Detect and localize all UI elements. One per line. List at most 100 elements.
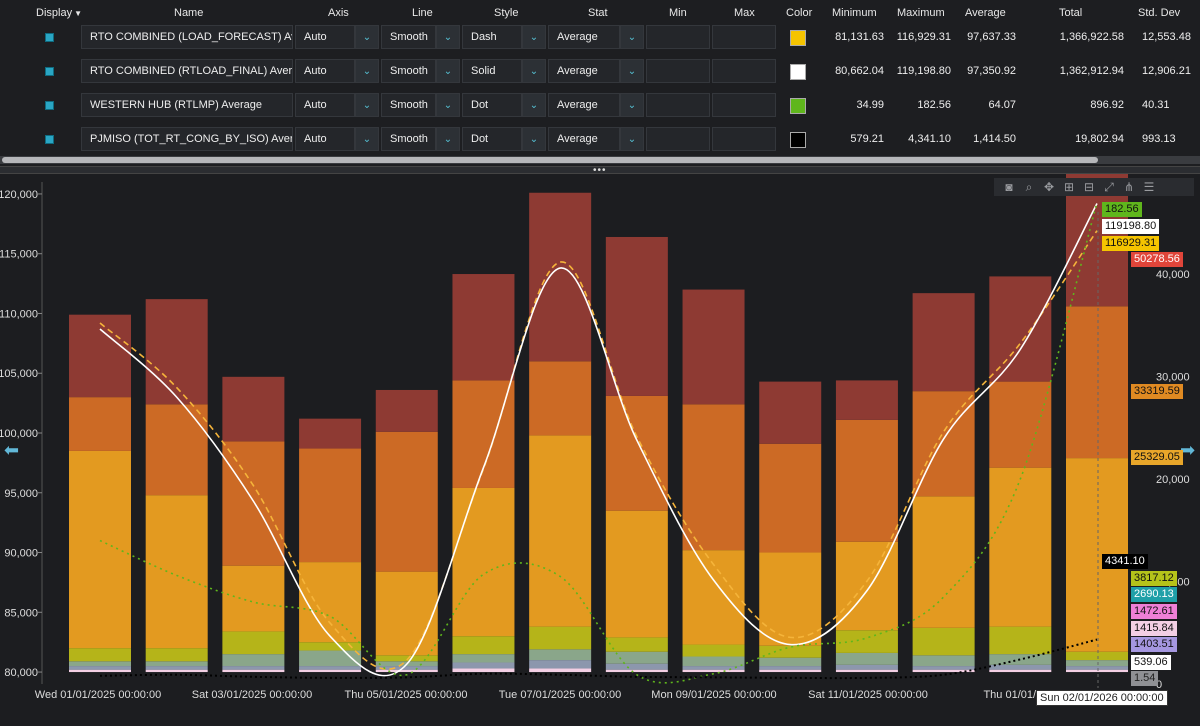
max-input[interactable] bbox=[712, 25, 776, 49]
bar-segment[interactable] bbox=[759, 552, 822, 646]
bar-stack[interactable] bbox=[1066, 174, 1128, 673]
bar-segment[interactable] bbox=[222, 666, 285, 670]
header-display[interactable]: Display ▼ bbox=[36, 7, 82, 19]
header-line[interactable]: Line bbox=[412, 7, 433, 19]
zoom-out-icon[interactable]: ⊟ bbox=[1083, 180, 1095, 194]
bar-segment[interactable] bbox=[989, 467, 1052, 627]
bar-segment[interactable] bbox=[835, 630, 898, 653]
bar-segment[interactable] bbox=[145, 666, 208, 670]
chevron-down-icon[interactable]: ⌄ bbox=[620, 59, 644, 83]
chevron-down-icon[interactable]: ⌄ bbox=[522, 59, 546, 83]
chevron-down-icon[interactable]: ⌄ bbox=[355, 93, 379, 117]
scroll-left-arrow-icon[interactable]: ⬅ bbox=[4, 440, 20, 460]
min-input[interactable] bbox=[646, 25, 710, 49]
bar-segment[interactable] bbox=[682, 669, 745, 673]
chevron-down-icon[interactable]: ⌄ bbox=[522, 127, 546, 151]
bar-segment[interactable] bbox=[452, 668, 515, 673]
bar-segment[interactable] bbox=[69, 314, 131, 398]
bar-segment[interactable] bbox=[69, 669, 131, 673]
bar-segment[interactable] bbox=[682, 289, 745, 405]
bar-segment[interactable] bbox=[299, 666, 362, 670]
bar-segment[interactable] bbox=[1066, 669, 1128, 673]
bar-segment[interactable] bbox=[145, 404, 208, 496]
bar-segment[interactable] bbox=[605, 663, 668, 670]
stat-select[interactable]: Average bbox=[548, 127, 620, 151]
min-input[interactable] bbox=[646, 59, 710, 83]
bar-segment[interactable] bbox=[299, 448, 362, 563]
bar-segment[interactable] bbox=[222, 565, 285, 632]
chevron-down-icon[interactable]: ⌄ bbox=[620, 25, 644, 49]
style-select[interactable]: Dot bbox=[462, 93, 522, 117]
line-select[interactable]: Smooth bbox=[381, 25, 436, 49]
bar-segment[interactable] bbox=[375, 655, 438, 662]
bar-segment[interactable] bbox=[145, 661, 208, 667]
chevron-down-icon[interactable]: ⌄ bbox=[620, 93, 644, 117]
scrollbar-thumb[interactable] bbox=[2, 157, 1098, 163]
color-swatch[interactable] bbox=[790, 30, 806, 46]
header-stat[interactable]: Stat bbox=[588, 7, 608, 19]
bar-segment[interactable] bbox=[452, 662, 515, 669]
bar-segment[interactable] bbox=[759, 657, 822, 667]
bar-segment[interactable] bbox=[69, 397, 131, 451]
style-select[interactable]: Solid bbox=[462, 59, 522, 83]
bar-stack[interactable] bbox=[835, 380, 898, 673]
axis-select[interactable]: Auto bbox=[295, 25, 355, 49]
display-checkbox[interactable] bbox=[45, 135, 54, 144]
bar-segment[interactable] bbox=[1066, 306, 1128, 459]
series-name-field[interactable]: PJMISO (TOT_RT_CONG_BY_ISO) Average bbox=[81, 127, 293, 151]
bar-stack[interactable] bbox=[759, 381, 822, 673]
bar-stack[interactable] bbox=[529, 192, 592, 673]
display-checkbox[interactable] bbox=[45, 67, 54, 76]
bar-segment[interactable] bbox=[452, 274, 515, 381]
bar-segment[interactable] bbox=[835, 380, 898, 420]
bar-segment[interactable] bbox=[145, 495, 208, 649]
bar-segment[interactable] bbox=[69, 450, 131, 649]
compare-hover-icon[interactable]: ☰ bbox=[1143, 180, 1155, 194]
zoom-icon[interactable]: ⌕ bbox=[1025, 179, 1033, 194]
bar-segment[interactable] bbox=[989, 669, 1052, 673]
bar-stack[interactable] bbox=[222, 376, 285, 673]
header-total[interactable]: Total bbox=[1059, 7, 1083, 19]
bar-segment[interactable] bbox=[605, 395, 668, 511]
bar-segment[interactable] bbox=[452, 380, 515, 488]
bar-segment[interactable] bbox=[989, 381, 1052, 468]
stat-select[interactable]: Average bbox=[548, 25, 620, 49]
series-name-field[interactable]: RTO COMBINED (LOAD_FORECAST) Average bbox=[81, 25, 293, 49]
header-min[interactable]: Min bbox=[669, 7, 687, 19]
header-style[interactable]: Style bbox=[494, 7, 519, 19]
bar-segment[interactable] bbox=[375, 571, 438, 656]
chart-plot[interactable]: 80,000 85,000 90,000 95,000 100,000 105,000 11… bbox=[0, 174, 1200, 726]
display-checkbox[interactable] bbox=[45, 33, 54, 42]
bar-segment[interactable] bbox=[529, 435, 592, 627]
style-select[interactable]: Dash bbox=[462, 25, 522, 49]
bar-segment[interactable] bbox=[529, 626, 592, 650]
bar-stack[interactable] bbox=[682, 289, 745, 673]
bar-segment[interactable] bbox=[912, 627, 975, 656]
bar-segment[interactable] bbox=[835, 652, 898, 665]
bar-segment[interactable] bbox=[682, 656, 745, 667]
chevron-down-icon[interactable]: ⌄ bbox=[355, 127, 379, 151]
bar-segment[interactable] bbox=[222, 376, 285, 442]
bar-segment[interactable] bbox=[912, 669, 975, 673]
color-swatch[interactable] bbox=[790, 98, 806, 114]
display-checkbox[interactable] bbox=[45, 101, 54, 110]
max-input[interactable] bbox=[712, 93, 776, 117]
bar-stack[interactable] bbox=[452, 274, 515, 673]
camera-icon[interactable]: ◙ bbox=[1005, 180, 1013, 194]
header-stddev[interactable]: Std. Dev bbox=[1138, 7, 1181, 19]
bar-segment[interactable] bbox=[452, 636, 515, 655]
bar-segment[interactable] bbox=[529, 649, 592, 661]
header-color[interactable]: Color bbox=[786, 7, 813, 19]
bar-segment[interactable] bbox=[759, 443, 822, 553]
bar-segment[interactable] bbox=[222, 669, 285, 673]
stat-select[interactable]: Average bbox=[548, 93, 620, 117]
style-select[interactable]: Dot bbox=[462, 127, 522, 151]
bar-segment[interactable] bbox=[299, 562, 362, 643]
header-axis[interactable]: Axis bbox=[328, 7, 349, 19]
bar-segment[interactable] bbox=[605, 510, 668, 638]
drag-handle-icon[interactable]: ••• bbox=[593, 165, 607, 176]
bar-segment[interactable] bbox=[989, 654, 1052, 665]
bar-segment[interactable] bbox=[1066, 660, 1128, 667]
bar-segment[interactable] bbox=[605, 637, 668, 652]
bar-segment[interactable] bbox=[222, 441, 285, 566]
